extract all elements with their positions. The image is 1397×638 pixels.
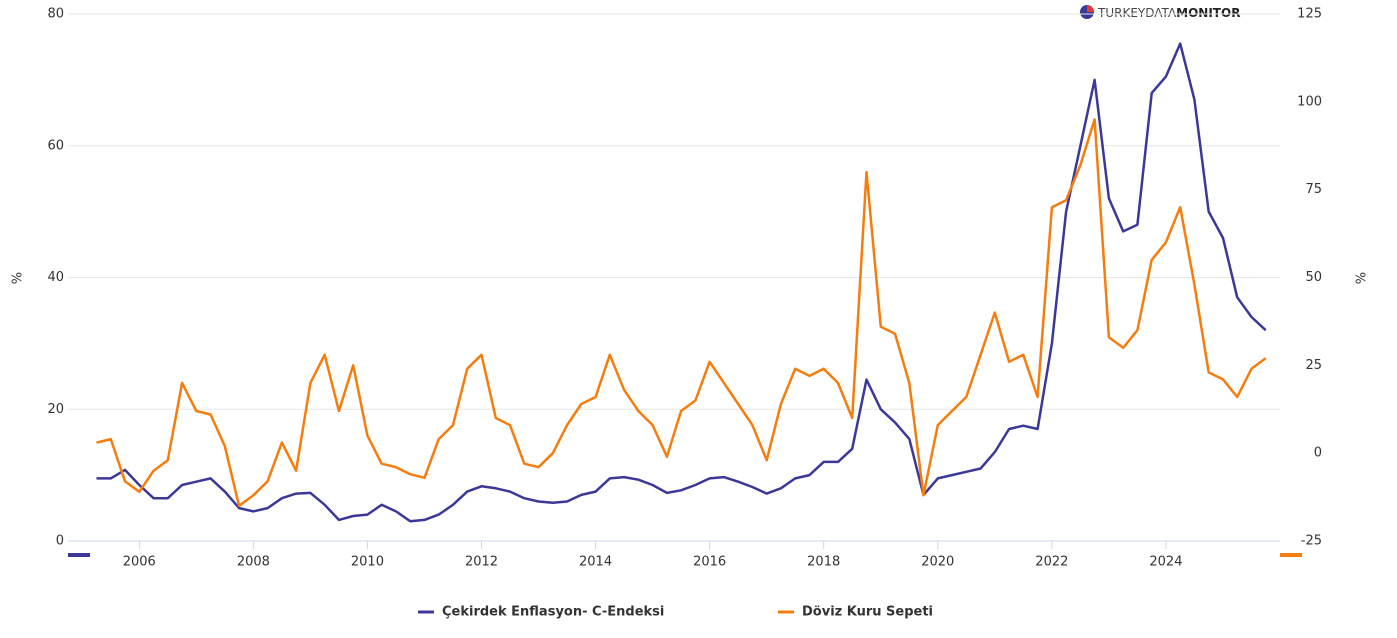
y-tick-label: 60 bbox=[47, 138, 64, 153]
y-axis-label: % bbox=[11, 272, 26, 284]
y2-axis-label: % bbox=[1355, 272, 1370, 284]
x-tick-label: 2022 bbox=[1035, 555, 1068, 570]
y2-tick-label: -25 bbox=[1301, 534, 1322, 549]
x-tick-label: 2016 bbox=[693, 555, 726, 570]
y-tick-label: 20 bbox=[47, 402, 64, 417]
x-tick-label: 2010 bbox=[351, 555, 384, 570]
series-line bbox=[96, 118, 1267, 508]
y2-tick-label: 0 bbox=[1314, 446, 1322, 461]
logo-text: TURKEYDATAMONITOR bbox=[1097, 6, 1240, 20]
y-tick-label: 80 bbox=[47, 7, 64, 22]
y2-tick-label: 100 bbox=[1297, 94, 1322, 109]
x-tick-label: 2014 bbox=[579, 555, 612, 570]
y2-tick-label: 50 bbox=[1305, 270, 1322, 285]
y2-tick-label: 25 bbox=[1305, 358, 1322, 373]
logo-light: TURKEYDATA bbox=[1097, 6, 1177, 20]
x-tick-label: 2024 bbox=[1149, 555, 1182, 570]
logo-bold: MONITOR bbox=[1176, 6, 1240, 20]
series-line bbox=[96, 42, 1267, 523]
x-tick-label: 2020 bbox=[921, 555, 954, 570]
x-tick-label: 2006 bbox=[123, 555, 156, 570]
y-tick-label: 0 bbox=[56, 534, 64, 549]
y-tick-label: 40 bbox=[47, 270, 64, 285]
x-tick-label: 2008 bbox=[237, 555, 270, 570]
x-tick-label: 2012 bbox=[465, 555, 498, 570]
y2-tick-label: 75 bbox=[1305, 182, 1322, 197]
x-tick-label: 2018 bbox=[807, 555, 840, 570]
y2-tick-label: 125 bbox=[1297, 7, 1322, 22]
legend-label: Döviz Kuru Sepeti bbox=[802, 605, 933, 620]
legend-label: Çekirdek Enflasyon- C-Endeksi bbox=[442, 605, 664, 620]
logo-icon-part bbox=[1087, 5, 1094, 12]
